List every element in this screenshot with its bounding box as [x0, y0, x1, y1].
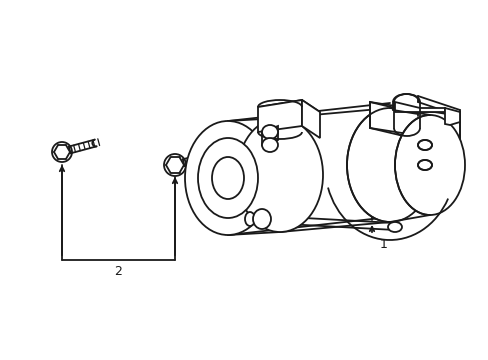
Ellipse shape	[262, 125, 278, 139]
Ellipse shape	[252, 209, 270, 229]
Polygon shape	[262, 126, 278, 145]
Ellipse shape	[212, 157, 244, 199]
Ellipse shape	[244, 212, 254, 226]
Ellipse shape	[346, 108, 432, 222]
Ellipse shape	[237, 118, 323, 232]
Ellipse shape	[262, 138, 278, 152]
Ellipse shape	[184, 121, 270, 235]
Text: 2: 2	[114, 265, 122, 278]
Ellipse shape	[417, 160, 431, 170]
Ellipse shape	[387, 222, 401, 232]
Ellipse shape	[394, 115, 464, 215]
Polygon shape	[302, 100, 319, 138]
Polygon shape	[444, 108, 459, 125]
Polygon shape	[258, 100, 302, 132]
Polygon shape	[394, 102, 444, 112]
Polygon shape	[258, 100, 319, 119]
Ellipse shape	[417, 140, 431, 150]
Polygon shape	[369, 102, 459, 138]
Text: 1: 1	[379, 238, 387, 251]
Ellipse shape	[198, 138, 258, 218]
